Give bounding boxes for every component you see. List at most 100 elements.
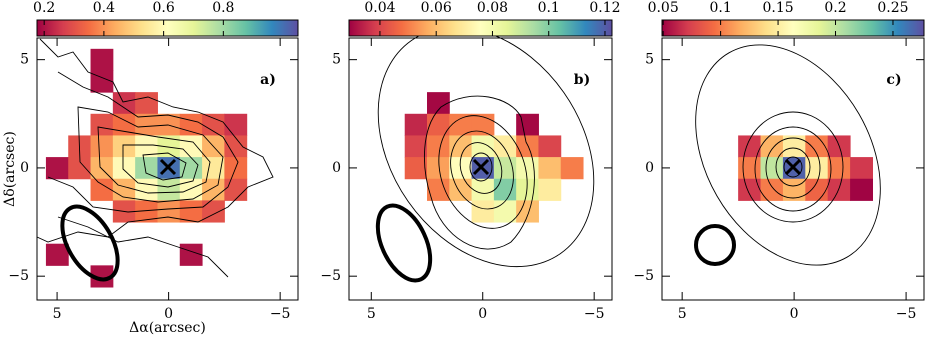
map-cell xyxy=(471,113,495,136)
map-cell xyxy=(404,135,428,158)
map-cell xyxy=(224,113,248,136)
panel-label: a) xyxy=(260,72,276,88)
x-axis-label: Δα(arcsec) xyxy=(129,320,206,336)
map-cell xyxy=(449,135,473,158)
contour xyxy=(775,147,811,187)
map-cell xyxy=(738,135,762,158)
contour xyxy=(754,126,832,212)
map-cell xyxy=(427,157,450,180)
map-cell xyxy=(179,113,203,136)
map-cell xyxy=(157,135,181,158)
colorbar-tick-label: 0.8 xyxy=(212,0,234,16)
map-cell xyxy=(560,157,584,180)
panel-label: b) xyxy=(574,72,590,88)
map-cell xyxy=(516,200,539,223)
map-cell xyxy=(782,135,806,158)
map-cell xyxy=(493,135,517,158)
contours-b xyxy=(377,26,595,268)
map-cell xyxy=(493,200,517,223)
map-cell xyxy=(224,135,248,158)
x-tick-label: −5 xyxy=(896,306,917,322)
contour xyxy=(377,26,595,268)
x-tick-label: 5 xyxy=(53,306,62,322)
map-cell xyxy=(850,178,873,201)
contour xyxy=(47,71,239,213)
x-tick-label: −5 xyxy=(584,306,605,322)
map-cell xyxy=(760,178,784,201)
y-tick-label: 0 xyxy=(332,160,341,176)
map-cell xyxy=(538,135,562,158)
map-cell xyxy=(449,178,473,201)
contour xyxy=(783,156,803,178)
colorbar-tick-label: 0.4 xyxy=(93,0,115,16)
map-cell xyxy=(805,157,829,180)
map-cell xyxy=(179,200,203,223)
map-cell xyxy=(738,178,762,201)
contours-c xyxy=(695,44,881,266)
colorbar-tick-label: 0.06 xyxy=(421,0,452,16)
colorbar-tick-label: 0.15 xyxy=(762,0,793,16)
contour xyxy=(423,95,535,250)
colorbar-tick-label: 0.1 xyxy=(538,0,560,16)
map-cell xyxy=(449,113,473,136)
map-cell xyxy=(202,113,225,136)
contour xyxy=(142,152,187,181)
contour xyxy=(765,137,821,199)
y-tick-label: 0 xyxy=(645,160,654,176)
map-cell xyxy=(760,157,784,180)
contour xyxy=(450,130,514,210)
map-cell xyxy=(471,135,495,158)
colorbar-tick-label: 0.2 xyxy=(33,0,55,16)
map-cell xyxy=(45,157,69,180)
map-cell xyxy=(516,135,539,158)
map-cell xyxy=(516,157,539,180)
y-tick-label: −5 xyxy=(8,268,29,284)
map-cell xyxy=(157,200,181,223)
map-cell xyxy=(538,178,562,201)
x-tick-label: 0 xyxy=(164,306,173,322)
contour xyxy=(695,44,881,266)
map-cell xyxy=(90,178,114,201)
map-cell xyxy=(827,157,851,180)
map-cell xyxy=(112,135,136,158)
y-tick-label: 5 xyxy=(20,52,29,68)
maps xyxy=(45,48,873,288)
colorbar xyxy=(36,19,299,37)
map-cell xyxy=(427,135,450,158)
map-cell xyxy=(850,157,873,180)
map-cell xyxy=(493,178,517,201)
map-cell xyxy=(68,157,92,180)
map-cell xyxy=(112,92,136,115)
map-cell xyxy=(135,157,158,180)
contour xyxy=(459,142,503,194)
y-tick-label: 5 xyxy=(645,52,654,68)
map-cell xyxy=(135,200,158,223)
beam xyxy=(694,224,736,266)
y-tick-label: 5 xyxy=(332,52,341,68)
map-cell xyxy=(202,178,225,201)
map-cell xyxy=(90,265,114,288)
y-tick-label: −5 xyxy=(320,268,341,284)
map-cell xyxy=(45,243,69,266)
map-cell xyxy=(135,92,158,115)
map-cell xyxy=(112,178,136,201)
contour xyxy=(57,216,229,278)
map-cell xyxy=(90,135,114,158)
map-cell xyxy=(827,178,851,201)
contours-a xyxy=(36,38,274,278)
colorbar-tick-label: 0.2 xyxy=(824,0,846,16)
colorbar-tick-label: 0.12 xyxy=(589,0,620,16)
contour xyxy=(77,106,224,203)
map-cell xyxy=(471,178,495,201)
map-cell xyxy=(135,113,158,136)
map-cell xyxy=(471,200,495,223)
map-cell xyxy=(805,135,829,158)
map-cell xyxy=(427,92,450,115)
y-tick-label: 0 xyxy=(20,160,29,176)
y-tick-label: −5 xyxy=(633,268,654,284)
plot-frame xyxy=(661,37,925,301)
colorbar-tick-label: 0.05 xyxy=(648,0,679,16)
contour xyxy=(469,152,493,182)
contour xyxy=(438,115,528,229)
